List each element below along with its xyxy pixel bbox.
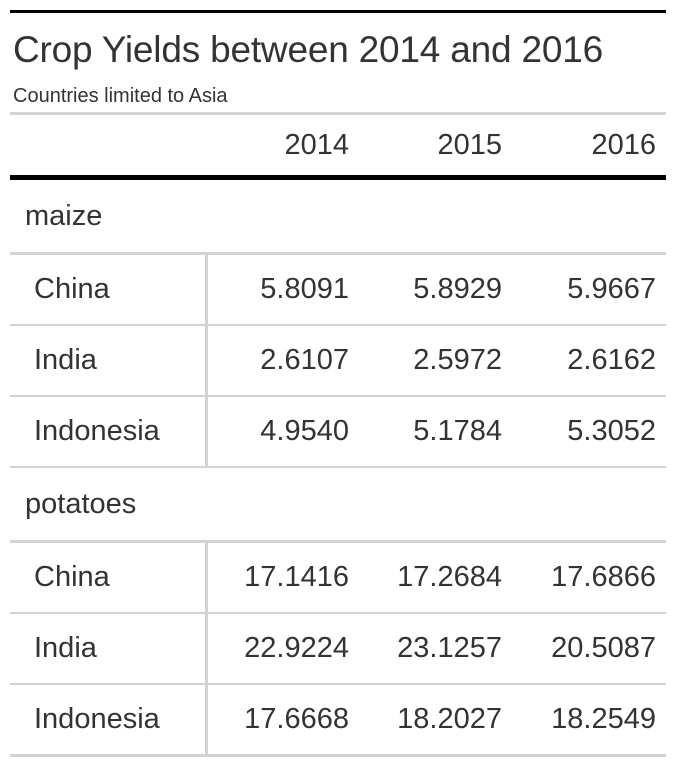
table-row: Indonesia 4.9540 5.1784 5.3052 (10, 396, 666, 468)
value-cell: 23.1257 (359, 613, 512, 685)
group-row-maize: maize (10, 177, 666, 255)
value-cell: 17.1416 (206, 541, 359, 614)
value-cell: 4.9540 (206, 396, 359, 468)
value-cell: 22.9224 (206, 613, 359, 685)
column-header-2016: 2016 (512, 115, 666, 180)
table-subtitle: Countries limited to Asia (13, 85, 228, 107)
column-header-row: 2014 2015 2016 (10, 115, 666, 180)
crop-yields-table: 2014 2015 2016 maize China 5.8091 5.8929… (10, 115, 666, 757)
group-label: maize (10, 177, 666, 255)
table-header: 2014 2015 2016 (10, 115, 666, 180)
value-cell: 5.9667 (512, 253, 666, 326)
value-cell: 2.6107 (206, 325, 359, 397)
table-body: maize China 5.8091 5.8929 5.9667 India 2… (10, 177, 666, 757)
value-cell: 5.8091 (206, 253, 359, 326)
table-title: Crop Yields between 2014 and 2016 (13, 29, 603, 70)
table-row: India 2.6107 2.5972 2.6162 (10, 325, 666, 397)
group-label: potatoes (10, 467, 666, 543)
table-row: China 17.1416 17.2684 17.6866 (10, 541, 666, 614)
table-heading: Crop Yields between 2014 and 2016 Countr… (10, 13, 666, 115)
column-header-2014: 2014 (206, 115, 359, 180)
stub-header (10, 115, 206, 180)
row-label: China (10, 253, 208, 326)
group-row-potatoes: potatoes (10, 467, 666, 543)
value-cell: 18.2027 (359, 684, 512, 757)
value-cell: 20.5087 (512, 613, 666, 685)
top-rule (10, 10, 666, 13)
table-row: Indonesia 17.6668 18.2027 18.2549 (10, 684, 666, 757)
table-row: China 5.8091 5.8929 5.9667 (10, 253, 666, 326)
row-label: Indonesia (10, 396, 208, 468)
row-label: Indonesia (10, 684, 208, 757)
value-cell: 5.3052 (512, 396, 666, 468)
table-row: India 22.9224 23.1257 20.5087 (10, 613, 666, 685)
value-cell: 18.2549 (512, 684, 666, 757)
value-cell: 17.6668 (206, 684, 359, 757)
value-cell: 2.5972 (359, 325, 512, 397)
value-cell: 17.2684 (359, 541, 512, 614)
value-cell: 2.6162 (512, 325, 666, 397)
row-label: India (10, 613, 208, 685)
crop-yields-table-container: Crop Yields between 2014 and 2016 Countr… (10, 10, 666, 757)
row-label: China (10, 541, 208, 614)
row-label: India (10, 325, 208, 397)
value-cell: 5.8929 (359, 253, 512, 326)
value-cell: 17.6866 (512, 541, 666, 614)
column-header-2015: 2015 (359, 115, 512, 180)
value-cell: 5.1784 (359, 396, 512, 468)
